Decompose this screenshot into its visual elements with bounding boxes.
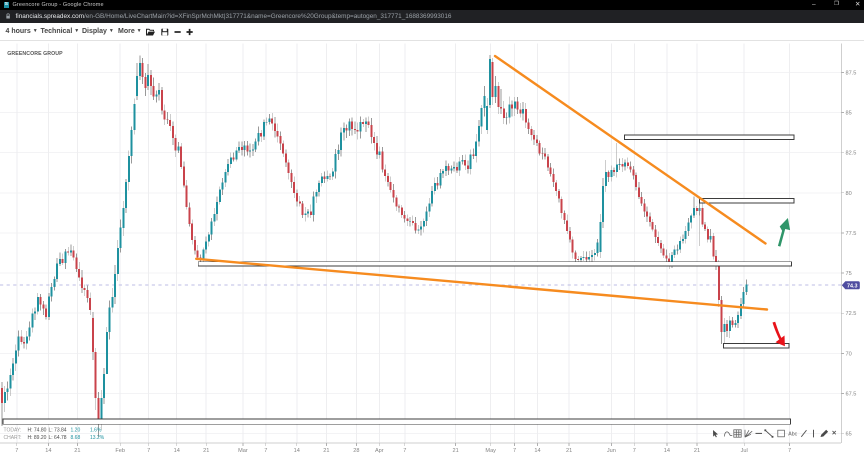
svg-text:Jun: Jun — [607, 448, 616, 454]
svg-text:21: 21 — [566, 448, 572, 454]
svg-text:1.20: 1.20 — [71, 428, 81, 434]
svg-text:7: 7 — [788, 448, 791, 454]
svg-text:H: 89.20: H: 89.20 — [28, 435, 47, 441]
svg-text:GREENCORE GROUP: GREENCORE GROUP — [7, 51, 63, 57]
svg-text:Abc: Abc — [788, 431, 797, 437]
svg-text:21: 21 — [74, 448, 80, 454]
svg-text:Apr: Apr — [375, 448, 384, 454]
svg-text:72.5: 72.5 — [846, 311, 857, 317]
svg-text:7: 7 — [403, 448, 406, 454]
svg-text:L: 64.78: L: 64.78 — [49, 435, 67, 441]
svg-text:65: 65 — [846, 432, 852, 438]
svg-text:7: 7 — [147, 448, 150, 454]
svg-text:H: 74.80: H: 74.80 — [28, 428, 47, 434]
svg-text:7: 7 — [513, 448, 516, 454]
svg-text:82.5: 82.5 — [846, 151, 857, 157]
svg-text:28: 28 — [353, 448, 359, 454]
svg-text:Feb: Feb — [115, 448, 125, 454]
svg-text:7: 7 — [264, 448, 267, 454]
svg-text:7: 7 — [633, 448, 636, 454]
svg-text:75: 75 — [846, 271, 852, 277]
svg-text:1.6%: 1.6% — [90, 428, 102, 434]
svg-text:85: 85 — [846, 111, 852, 117]
svg-text:21: 21 — [323, 448, 329, 454]
svg-text:74.3: 74.3 — [847, 283, 858, 289]
svg-text:7: 7 — [15, 448, 18, 454]
svg-text:21: 21 — [452, 448, 458, 454]
svg-text:87.5: 87.5 — [846, 70, 857, 76]
svg-text:14: 14 — [294, 448, 300, 454]
svg-text:Jul: Jul — [741, 448, 748, 454]
svg-text:77.5: 77.5 — [846, 231, 857, 237]
svg-text:70: 70 — [846, 351, 852, 357]
svg-text:14: 14 — [45, 448, 51, 454]
svg-text:May: May — [485, 448, 496, 454]
svg-text:21: 21 — [694, 448, 700, 454]
svg-text:14: 14 — [664, 448, 670, 454]
svg-text:L: 73.84: L: 73.84 — [49, 428, 67, 434]
svg-text:Mar: Mar — [238, 448, 248, 454]
svg-text:13.2%: 13.2% — [90, 435, 105, 441]
svg-text:8.68: 8.68 — [71, 435, 81, 441]
svg-text:67.5: 67.5 — [846, 392, 857, 398]
svg-text:14: 14 — [174, 448, 180, 454]
svg-text:21: 21 — [203, 448, 209, 454]
svg-text:CHART:: CHART: — [4, 435, 22, 441]
svg-text:TODAY:: TODAY: — [4, 428, 22, 434]
svg-text:80: 80 — [846, 191, 852, 197]
svg-text:14: 14 — [534, 448, 540, 454]
